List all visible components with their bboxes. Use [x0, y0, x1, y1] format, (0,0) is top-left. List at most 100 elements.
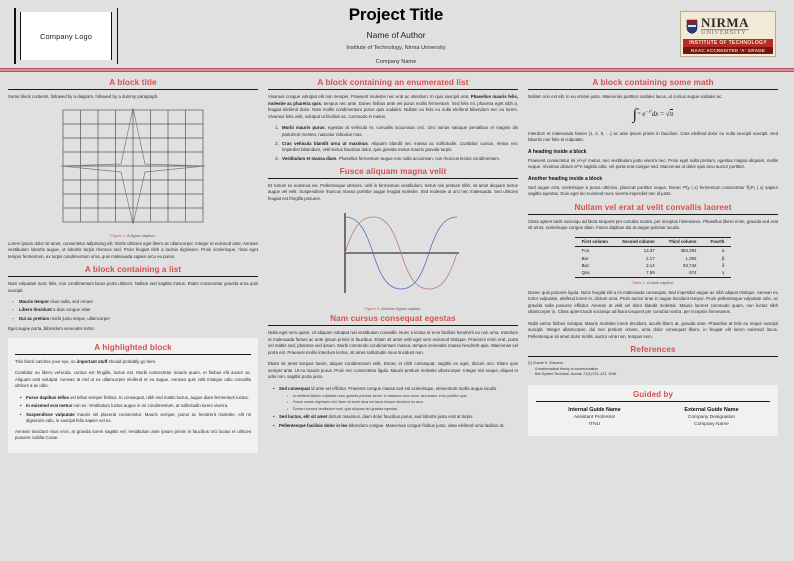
sub-heading-1: A heading inside a block: [528, 148, 587, 155]
block-math: A block containing some math Nullam non …: [528, 78, 778, 198]
list-item-lead: Suspendisse vulputate: [26, 411, 75, 417]
heading-rule: [528, 89, 778, 90]
list-item: Fusce dapibus tellus vel tellus semper f…: [19, 395, 251, 402]
cell: γ: [703, 269, 732, 278]
list-item-lead: In euismod erat metus: [26, 403, 73, 409]
block-heading: A block title: [109, 78, 157, 87]
block-paragraph: Et rutrum ex euismod vel. Pellentesque u…: [268, 182, 518, 201]
sub-heading-1-text: Praesent consectetur mi x²+y² metus, nec…: [528, 157, 778, 170]
reference-source: Bell System Technical Journal, 27(3):379…: [535, 372, 617, 377]
affiliation: Institute of Technology, Nirma Universit…: [346, 45, 446, 51]
block-nam-cursus: Nam cursus consequat egestas Nulla eget …: [268, 314, 518, 429]
page-title: Project Title: [348, 5, 444, 24]
internal-guide: Internal Guide Name Assistant Professor …: [538, 407, 650, 427]
block-heading: A block containing a list: [84, 265, 182, 275]
list-item-lead: Cras vehicula blandit urna ut maximus: [282, 140, 368, 146]
list-item: Suspendisse vulputate mauris vel placera…: [19, 412, 251, 425]
nested-bullet-list: Sed consequat id ante vel efficitur. Pra…: [272, 386, 518, 429]
table-row: Foo 13.37 384,394 α: [575, 247, 732, 255]
gaussian-integral-equation: ∫∞ -∞ e−x²dx = √π: [528, 107, 778, 124]
block-heading: A highlighted block: [94, 342, 172, 352]
table-caption-text: A table caption.: [646, 279, 675, 285]
list-item-rest: non ex. Vestibulum luctus augue in mi co…: [72, 403, 229, 409]
table-row: Qux 7.59 974 γ: [574, 269, 732, 278]
list-item-lead: Mauris tempor: [19, 299, 49, 305]
para-bold: Phasellus mauris felis, molestie ac phar…: [268, 94, 518, 106]
block-outro-text: Eget augue porta, bibendum venenatis tor…: [8, 326, 95, 332]
figure-1: Figure 1: A figure caption.: [8, 106, 258, 238]
university-logo: NIRMA UNIVERSITY INSTITUTE OF TECHNOLOGY…: [680, 11, 776, 57]
list-item: In euismod erat metus non ex. Vestibulum…: [19, 403, 251, 410]
heading-rule: [536, 400, 770, 402]
cell: Qux: [574, 269, 615, 278]
list-item-lead: Fusce dapibus tellus: [26, 394, 69, 400]
list-item-rest: risus nulla, sed ornare: [48, 299, 93, 305]
university-logo-top: NIRMA UNIVERSITY: [683, 14, 773, 38]
sub-list-item: In eleifend finibus vulputate nunc gravi…: [287, 394, 518, 399]
heading-rule: [268, 177, 518, 179]
figure-1-ref: Figure 1:: [110, 232, 127, 238]
intro-bold: important stuff: [76, 358, 108, 364]
list-item-rest: . Phasellus fermentum augue non nulla ac…: [336, 156, 501, 162]
list-item: Dui ac pretium morbi justo neque, ullamc…: [12, 316, 258, 323]
list-item: Sed consequat id ante vel efficitur. Pra…: [272, 386, 518, 412]
list-item-rest: , egestas at vehicula et, convallis accu…: [282, 125, 519, 137]
reference-author: [1] Claude E. Shannon.: [528, 361, 778, 366]
para-pre: Vivamus congue volutpat elit non semper.…: [268, 94, 471, 99]
table-header-row: First column Second column Third column …: [574, 236, 732, 248]
block-heading: Fusce aliquam magna velit: [339, 166, 447, 176]
external-guide-name: External Guide Name: [684, 406, 739, 413]
middle-column: A block containing an enumerated list Vi…: [268, 78, 518, 453]
cell: Foo: [581, 248, 590, 254]
table-row: Bar 2.17 1,392 β: [575, 255, 732, 262]
block-intro-text: Some block contents, followed by a diagr…: [8, 94, 159, 99]
dash-list: Mauris tempor risus nulla, sed ornare Li…: [12, 299, 258, 322]
integrand: e−x²dx: [642, 108, 659, 118]
poster-header: Company Logo Project Title Name of Autho…: [0, 0, 794, 68]
star-polygon: [60, 107, 206, 224]
reference-author-name: Claude E. Shannon.: [532, 361, 565, 366]
heading-rule: [268, 89, 518, 90]
header-titles: Project Title Name of Author Institute o…: [112, 5, 680, 65]
left-column: A block title Some block contents, follo…: [8, 78, 258, 453]
intro-post: should probably go here.: [107, 358, 157, 364]
list-item-rest: id ante vel efficitur. Praesent congue m…: [309, 385, 498, 391]
heading-rule: [528, 213, 778, 215]
list-item-lead: Pellentesque facilisis dolor in leo: [279, 422, 348, 428]
list-item: Mauris tempor risus nulla, sed ornare: [12, 299, 258, 306]
block-paragraph-1: Nulla eget sem quam. Ut aliquam volutpat…: [268, 330, 518, 355]
block-guided-by: Guided by Internal Guide Name Assistant …: [528, 384, 778, 436]
heading-rule: [268, 325, 518, 327]
university-wordmark: NIRMA UNIVERSITY: [701, 16, 749, 37]
highlight-intro: This block catches your eye, so importan…: [15, 359, 251, 366]
list-item-lead: Morbi mauris purus: [282, 125, 325, 131]
sub-list-item: Donec rhoncus vestibulum erat, quis aliq…: [287, 407, 518, 412]
highlight-list: Fusce dapibus tellus vel tellus semper f…: [19, 395, 251, 425]
cell: 2.17: [646, 255, 655, 261]
company-logo-label: Company Logo: [39, 31, 93, 41]
list-item: Pellentesque facilisis dolor in leo bibe…: [272, 423, 518, 430]
intro-pre: This block catches your eye, so: [15, 358, 77, 364]
figure-2: Figure 2: Another figure caption.: [268, 207, 518, 311]
heading-rule: [15, 353, 251, 355]
block-a-block-containing-a-list: A block containing a list Nam vulputate …: [8, 265, 258, 333]
block-nullam-vel-erat: Nullam vel erat at velit convallis laore…: [528, 203, 778, 341]
list-item: Sed luctus, elit sit amet dictum maximus…: [272, 414, 518, 421]
column-header: Second column: [614, 236, 662, 248]
list-item-lead: Dui ac pretium: [19, 315, 50, 321]
list-item: Vestibulum et massa diam. Phasellus ferm…: [280, 156, 518, 163]
block-paragraph-1: Donec quis posuere ligula. Nunc feugiat …: [528, 289, 778, 315]
shield-icon: [686, 19, 698, 34]
cell: 83,742: [683, 263, 697, 269]
highlight-paragraph: Curabitur eu libero vehicula, cursus est…: [15, 370, 251, 389]
block-heading: References: [630, 345, 676, 355]
list-item: Libero tincidunt a duis congue vitae: [12, 307, 258, 314]
block-fusce-aliquam: Fusce aliquam magna velit Et rutrum ex e…: [268, 166, 518, 311]
cell: Bar: [581, 255, 589, 261]
guide-row: Internal Guide Name Assistant Professor …: [536, 407, 770, 427]
block-heading: A block containing some math: [592, 78, 714, 87]
heading-rule: [8, 276, 258, 278]
block-intro-text: Nullam non est elit. In eu ornare justo.…: [528, 94, 723, 99]
integral-sign: ∫: [632, 106, 637, 123]
